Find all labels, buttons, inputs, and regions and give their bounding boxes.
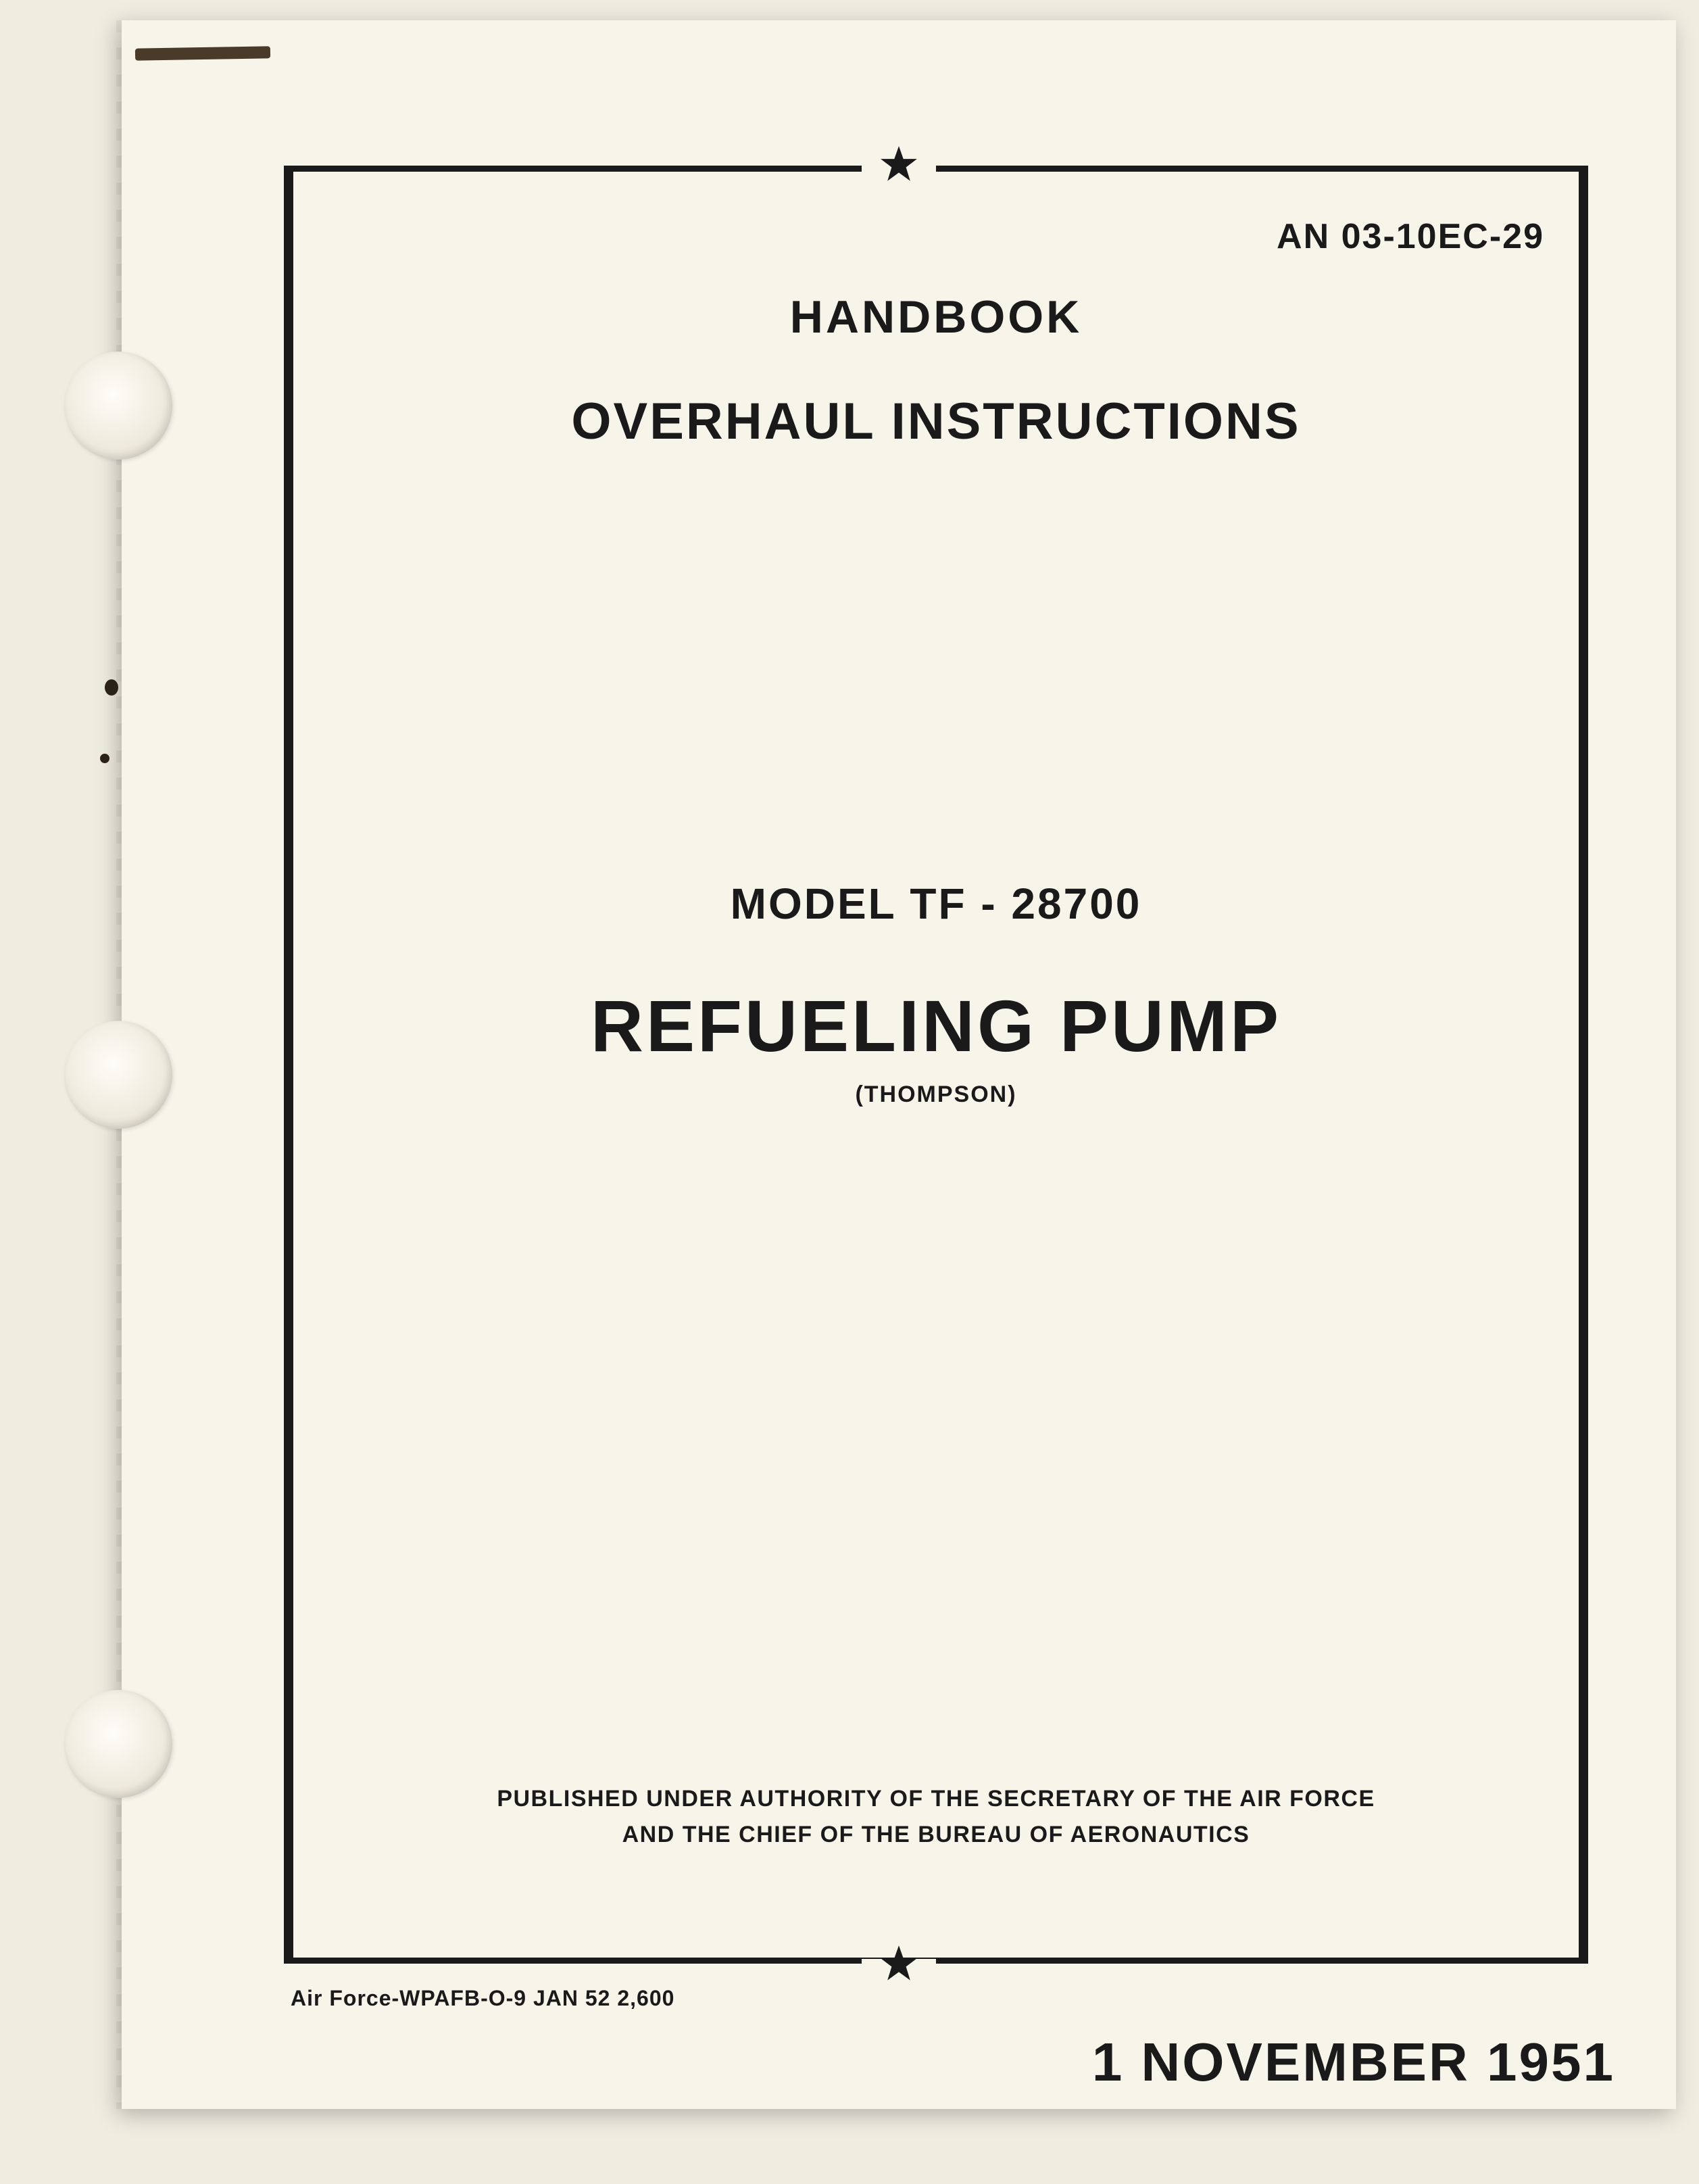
authority-line-2: AND THE CHIEF OF THE BUREAU OF AERONAUTI… [622,1822,1250,1847]
publication-date: 1 NOVEMBER 1951 [1092,2031,1615,2093]
ink-speck [105,679,118,696]
hole-punch [64,351,172,460]
frame-top [284,166,1588,172]
authority-statement: PUBLISHED UNDER AUTHORITY OF THE SECRETA… [284,1781,1588,1852]
ink-speck [100,754,109,763]
document-number: AN 03-10EC-29 [1277,216,1544,257]
page-border-frame: AN 03-10EC-29 HANDBOOK OVERHAUL INSTRUCT… [284,166,1588,1964]
staple-mark [135,46,270,60]
hole-punch [64,1690,172,1798]
star-icon [880,145,918,183]
print-info: Air Force-WPAFB-O-9 JAN 52 2,600 [291,1986,674,2011]
hole-punch [64,1021,172,1129]
heading-overhaul: OVERHAUL INSTRUCTIONS [284,392,1588,451]
heading-handbook: HANDBOOK [284,291,1588,343]
document-page: AN 03-10EC-29 HANDBOOK OVERHAUL INSTRUCT… [122,20,1676,2109]
scan-background: AN 03-10EC-29 HANDBOOK OVERHAUL INSTRUCT… [0,0,1699,2184]
equipment-title: REFUELING PUMP [284,984,1588,1068]
authority-line-1: PUBLISHED UNDER AUTHORITY OF THE SECRETA… [497,1786,1375,1812]
star-icon [880,1945,918,1983]
frame-bottom [284,1958,1588,1964]
manufacturer: (THOMPSON) [284,1082,1588,1108]
model-line: MODEL TF - 28700 [284,879,1588,929]
